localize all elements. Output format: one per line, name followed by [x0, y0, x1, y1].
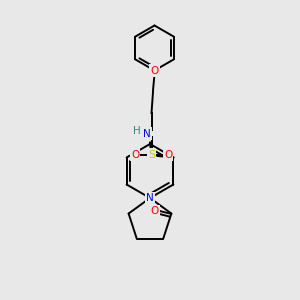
Text: H: H — [133, 125, 141, 136]
Text: O: O — [151, 206, 159, 215]
Text: S: S — [148, 149, 155, 160]
Text: O: O — [150, 65, 159, 76]
Text: O: O — [131, 149, 139, 160]
Text: N: N — [146, 193, 154, 203]
Text: N: N — [143, 128, 151, 139]
Text: O: O — [164, 149, 172, 160]
